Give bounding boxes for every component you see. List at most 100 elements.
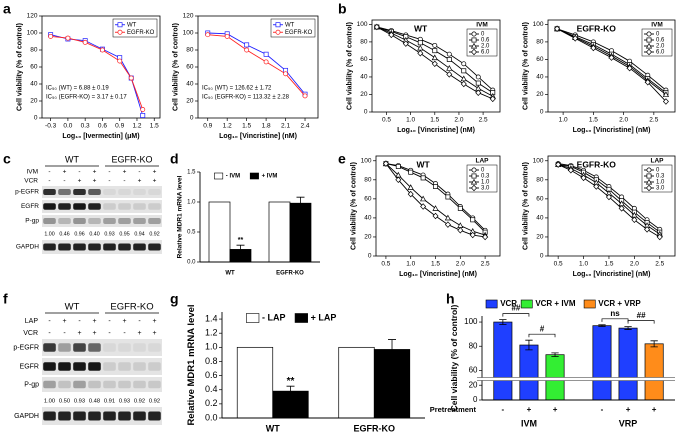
data-point <box>475 80 481 86</box>
data-point <box>420 203 427 210</box>
y-tick-label: 0.4 <box>205 384 218 394</box>
y-axis-label: Relative MDR1 mRNA level <box>186 304 197 425</box>
legend-label: 0.3 <box>656 174 665 180</box>
data-point <box>431 54 438 61</box>
y-tick-label: 60 <box>186 64 194 71</box>
blot-band <box>133 380 146 389</box>
annotation: IC₅₀ (EGFR-KO) = 3.17 ± 0.17 <box>46 95 127 101</box>
legend-label: - LAP <box>262 312 286 322</box>
data-point <box>554 25 561 33</box>
annotation: ## <box>637 311 646 320</box>
data-point <box>590 44 597 52</box>
legend-title: IVM <box>651 22 663 29</box>
data-point <box>446 71 453 78</box>
blot-band <box>73 189 86 195</box>
annotation: IC₅₀ (WT) = 6.88 ± 0.19 <box>46 86 109 92</box>
blot-band <box>148 343 161 352</box>
legend-label: 2.0 <box>481 44 490 50</box>
legend-swatch <box>214 172 224 180</box>
blot-band <box>148 380 161 389</box>
treatment-label: LAP <box>25 318 39 325</box>
data-point <box>48 33 54 39</box>
y-axis-label: Cell viability (% of control) <box>523 162 530 250</box>
y-tick-label: 0 <box>473 395 478 404</box>
quantification: 0.93 <box>119 399 130 405</box>
quantification: 0.96 <box>74 231 84 237</box>
legend-swatch <box>520 299 533 309</box>
data-point <box>656 233 663 241</box>
data-point <box>580 174 587 182</box>
y-tick-label: 40 <box>360 74 368 81</box>
blot-group-label: EGFR-KO <box>110 302 153 313</box>
treatment-sign: + <box>152 318 156 325</box>
panel-letter: h <box>446 291 455 307</box>
panel-letter: f <box>3 291 8 307</box>
y-tick-label: 80 <box>469 341 478 350</box>
error-bar <box>296 196 305 210</box>
legend-label: 1.0 <box>481 180 490 186</box>
data-point <box>373 23 380 31</box>
blot-band <box>133 218 146 224</box>
legend-label: + IVM <box>262 174 278 180</box>
plot-frame <box>375 155 501 257</box>
blot-band <box>43 218 56 224</box>
blot-band <box>73 362 86 371</box>
data-point <box>608 54 615 61</box>
x-tick-label: 2.1 <box>281 123 290 130</box>
blot-group-label: WT <box>65 154 79 164</box>
blot-background <box>42 407 162 425</box>
y-tick-label: 0 <box>364 109 368 116</box>
data-point <box>420 175 426 181</box>
annotation: ** <box>287 376 295 387</box>
treatment-sign: - <box>78 318 81 325</box>
blot-band <box>103 343 116 352</box>
x-tick-label: 2.5 <box>481 261 490 268</box>
quantification: 1.00 <box>44 231 54 237</box>
x-tick-label: 1.5 <box>242 123 251 130</box>
data-point <box>567 167 574 174</box>
y-tick-label: 80 <box>536 39 544 46</box>
y-tick-label: 60 <box>536 196 544 203</box>
x-tick-label: 0.5 <box>554 261 563 268</box>
y-tick-label: 60 <box>30 64 38 71</box>
series-line <box>207 34 306 97</box>
x-tick-label: 1.0 <box>406 117 415 124</box>
legend-marker <box>471 37 477 43</box>
x-axis-label: Log₁₀ [Vincristine] (nM) <box>573 127 651 134</box>
y-axis-label: Cell viability (% of control) <box>523 22 530 110</box>
treatment-sign: + <box>92 318 96 325</box>
band-label: p-EGFR <box>15 189 39 196</box>
data-point <box>457 222 464 228</box>
data-point <box>662 98 669 105</box>
y-axis-label: Cell viability (% of control) <box>449 304 459 411</box>
blot-band <box>43 189 56 195</box>
y-tick-label: 40 <box>536 74 544 81</box>
y-axis-label: Cell viability (% of control) <box>173 23 180 111</box>
treatment-sign: - <box>108 318 111 325</box>
blot-band <box>58 380 71 389</box>
legend-marker <box>646 173 652 179</box>
error-bar <box>650 340 658 348</box>
x-tick-label: 0.5 <box>382 117 391 124</box>
data-point <box>395 164 401 169</box>
blot-band <box>103 362 116 371</box>
x-tick-label: 1.0 <box>406 261 415 268</box>
y-tick-label: 20 <box>30 98 38 105</box>
treatment-sign: + <box>62 318 66 325</box>
legend-marker <box>275 22 281 28</box>
blot-band <box>58 343 71 352</box>
data-point <box>395 176 402 184</box>
x-tick-label: + <box>626 405 631 414</box>
blot-band <box>58 243 71 251</box>
blot-band <box>88 343 101 352</box>
treatment-sign: + <box>123 169 127 176</box>
band-label: EGFR <box>20 363 39 370</box>
blot-band <box>58 411 71 421</box>
treatment-sign: - <box>138 169 140 176</box>
blot-background <box>42 200 162 213</box>
x-tick-label: 2.0 <box>454 117 463 124</box>
blot-band <box>118 411 131 421</box>
y-tick-label: 20 <box>469 380 478 389</box>
x-tick-label: - <box>601 405 604 414</box>
data-point <box>283 71 289 77</box>
